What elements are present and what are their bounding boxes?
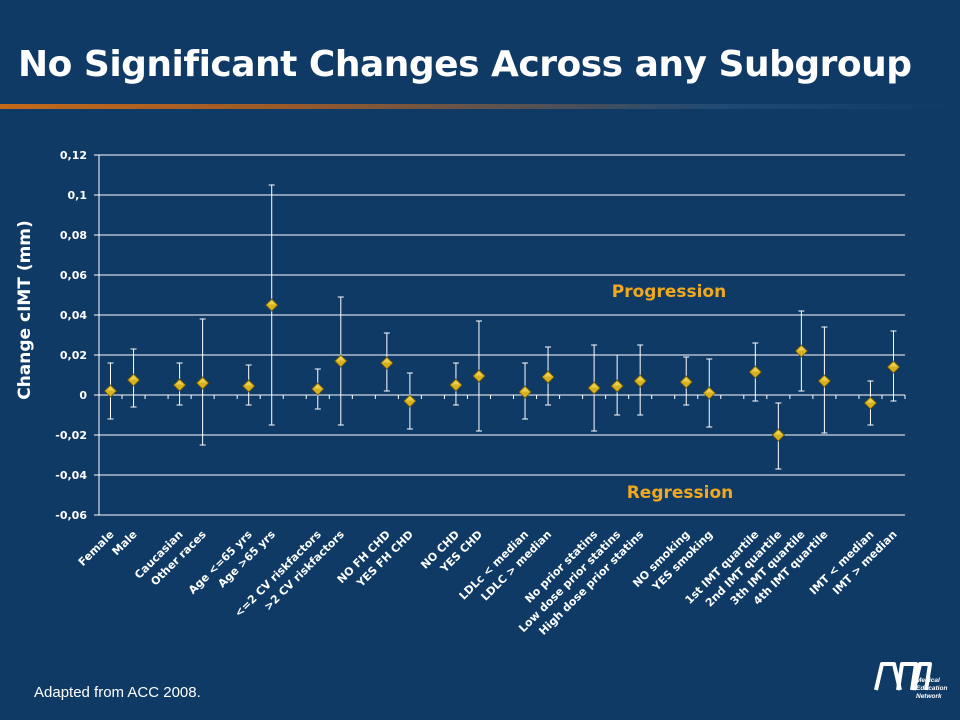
data-point-marker: [610, 379, 624, 393]
data-point-highlight: [797, 346, 806, 351]
y-tick-label: 0,02: [60, 349, 87, 362]
data-point-highlight: [636, 376, 645, 381]
y-axis-label: Change cIMT (mm): [15, 220, 35, 400]
chart: 0,120,10,080,060,040,020-0,02-0,04-0,06 …: [15, 149, 906, 638]
data-point-marker: [817, 374, 831, 388]
data-point-marker: [541, 370, 555, 384]
data-point-highlight: [590, 383, 599, 388]
data-point-marker: [587, 381, 601, 395]
data-point-highlight: [267, 300, 276, 305]
y-tick-label: 0,12: [60, 149, 87, 162]
data-point-highlight: [129, 375, 138, 380]
data-point-highlight: [544, 372, 553, 377]
data-point-marker: [748, 365, 762, 379]
data-point-highlight: [198, 378, 207, 383]
data-point-highlight: [175, 380, 184, 385]
data-point-marker: [311, 382, 325, 396]
slide-title: No Significant Changes Across any Subgro…: [18, 44, 912, 85]
data-point-highlight: [474, 371, 483, 376]
data-point-marker: [380, 356, 394, 370]
data-point-marker: [771, 428, 785, 442]
svg-text:Education: Education: [916, 685, 947, 692]
data-point-marker: [633, 374, 647, 388]
chart-error-bars: [107, 184, 897, 470]
data-point-marker: [173, 378, 187, 392]
data-point-highlight: [889, 362, 898, 367]
data-point-marker: [242, 379, 256, 393]
data-point-marker: [886, 360, 901, 374]
y-tick-label: -0,06: [55, 509, 87, 522]
y-tick-label: 0,06: [60, 269, 87, 282]
data-point-highlight: [244, 381, 253, 386]
data-point-highlight: [313, 384, 322, 389]
y-tick-label: -0,02: [55, 429, 87, 442]
data-point-marker: [679, 375, 693, 389]
data-point-highlight: [521, 387, 530, 392]
data-point-highlight: [336, 356, 345, 361]
data-point-highlight: [682, 377, 691, 382]
annotation-regression: Regression: [627, 483, 734, 503]
annotation-progression: Progression: [612, 282, 726, 302]
data-point-marker: [518, 385, 532, 399]
source-footnote: Adapted from ACC 2008.: [34, 684, 201, 701]
data-point-marker: [126, 373, 141, 387]
chart-markers: [103, 298, 901, 442]
data-point-marker: [794, 344, 808, 358]
data-point-highlight: [866, 398, 875, 403]
data-point-marker: [334, 354, 348, 368]
data-point-marker: [196, 376, 210, 390]
data-point-marker: [863, 396, 878, 410]
y-axis-ticks: 0,12 0,1 0,08 0,06 0,04 0,02 0 -0,02 -0,04 -0,06: [55, 149, 87, 522]
data-point-highlight: [382, 358, 391, 363]
y-tick-label: 0,1: [68, 189, 88, 202]
data-point-marker: [449, 378, 463, 392]
y-tick-label: -0,04: [55, 469, 87, 482]
chart-gridlines: [94, 154, 906, 516]
y-tick-label: 0: [79, 389, 87, 402]
data-point-highlight: [705, 388, 714, 393]
svg-text:Network: Network: [916, 693, 942, 700]
x-tick-label: Male: [110, 528, 140, 558]
data-point-marker: [472, 369, 486, 383]
mednet-logo: Medical Education Network: [874, 662, 947, 700]
data-point-highlight: [820, 376, 829, 381]
y-tick-label: 0,08: [60, 229, 87, 242]
svg-text:Medical: Medical: [916, 677, 940, 684]
data-point-marker: [403, 394, 417, 408]
data-point-highlight: [405, 396, 414, 401]
data-point-highlight: [774, 430, 783, 435]
data-point-marker: [702, 386, 716, 400]
data-point-highlight: [106, 386, 115, 391]
data-point-marker: [103, 384, 118, 398]
data-point-highlight: [451, 380, 460, 385]
data-point-highlight: [613, 381, 622, 386]
y-tick-label: 0,04: [60, 309, 87, 322]
title-divider: [0, 104, 960, 109]
data-point-marker: [265, 298, 279, 312]
data-point-highlight: [751, 367, 760, 372]
